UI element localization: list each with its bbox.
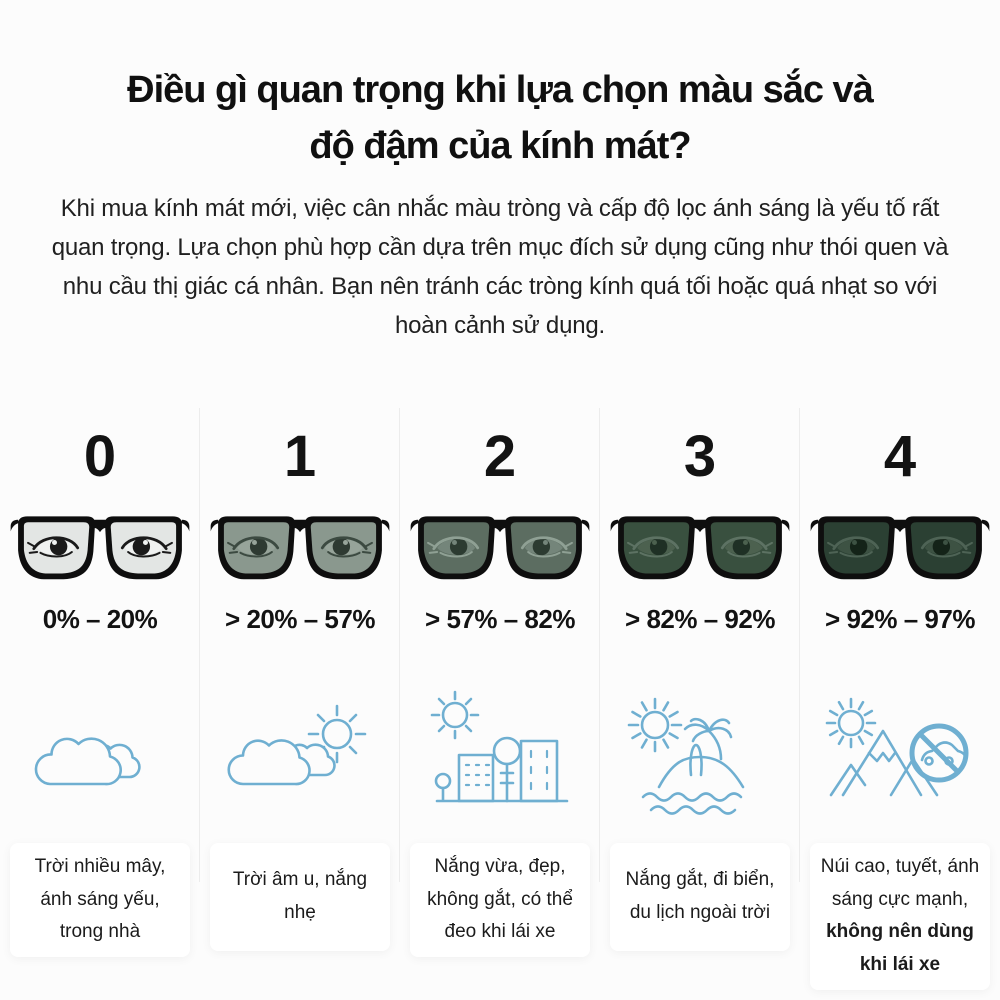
- caption-text: Nắng vừa, đẹp, không gắt, có thể đeo khi…: [427, 855, 573, 943]
- caption-text: Trời nhiều mây, ánh sáng yếu, trong nhà: [34, 855, 166, 943]
- usage-caption: Núi cao, tuyết, ánh sáng cực mạnh, không…: [810, 842, 990, 990]
- vlt-range-label: > 82% – 92%: [625, 603, 775, 634]
- vlt-range-label: 0% – 20%: [42, 603, 158, 634]
- usage-caption: Nắng gắt, đi biển, du lịch ngoài trời: [610, 842, 790, 951]
- tint-levels-strip: 0 0% – 20%: [0, 406, 1000, 990]
- caption-text: Trời âm u, nắng nhẹ: [232, 869, 368, 923]
- intro-paragraph: Khi mua kính mát mới, việc cân nhắc màu …: [51, 195, 949, 340]
- sun-island-beach-icon: [625, 675, 775, 839]
- caption-text: Núi cao, tuyết, ánh sáng cực mạnh,: [820, 855, 980, 910]
- level-number: 3: [683, 423, 717, 489]
- sun-over-city-icon: [425, 675, 575, 839]
- usage-caption: Trời âm u, nắng nhẹ: [210, 842, 390, 951]
- title-line-2: độ đậm của kính mát?: [309, 125, 691, 168]
- usage-caption: Nắng vừa, đẹp, không gắt, có thể đeo khi…: [410, 842, 590, 957]
- tint-level-column-2: 2 > 57% – 82%: [400, 406, 600, 990]
- usage-caption: Trời nhiều mây, ánh sáng yếu, trong nhà: [10, 842, 190, 957]
- vlt-range-label: > 20% – 57%: [225, 603, 375, 634]
- tint-level-column-1: 1 > 20% – 57%: [200, 406, 400, 990]
- vlt-range-label: > 92% – 97%: [825, 603, 975, 634]
- tint-level-column-4: 4 > 92% – 97%: [800, 406, 1000, 990]
- sunglasses-tint-3-icon: [610, 514, 791, 581]
- level-number: 1: [283, 423, 317, 489]
- sunglasses-tint-4-icon: [810, 514, 991, 581]
- caption-text: Nắng gắt, đi biển, du lịch ngoài trời: [625, 869, 775, 923]
- tint-level-column-3: 3 > 82% – 92%: [600, 406, 800, 990]
- tint-level-column-0: 0 0% – 20%: [0, 406, 200, 990]
- clouds-icon: [25, 675, 175, 839]
- sun-behind-clouds-icon: [225, 675, 375, 839]
- mountains-no-driving-icon: [825, 675, 975, 839]
- level-number: 0: [83, 423, 117, 489]
- sunglasses-tint-2-icon: [410, 514, 591, 581]
- level-number: 4: [883, 423, 917, 489]
- title-line-1: Điều gì quan trọng khi lựa chọn màu sắc …: [127, 69, 874, 111]
- caption-bold-text: không nên dùng khi lái xe: [826, 921, 974, 975]
- sunglasses-tint-1-icon: [210, 514, 391, 581]
- vlt-range-label: > 57% – 82%: [425, 603, 575, 634]
- sunglasses-tint-0-icon: [10, 514, 191, 581]
- level-number: 2: [483, 423, 517, 489]
- page-title: Điều gì quan trọng khi lựa chọn màu sắc …: [0, 62, 1000, 174]
